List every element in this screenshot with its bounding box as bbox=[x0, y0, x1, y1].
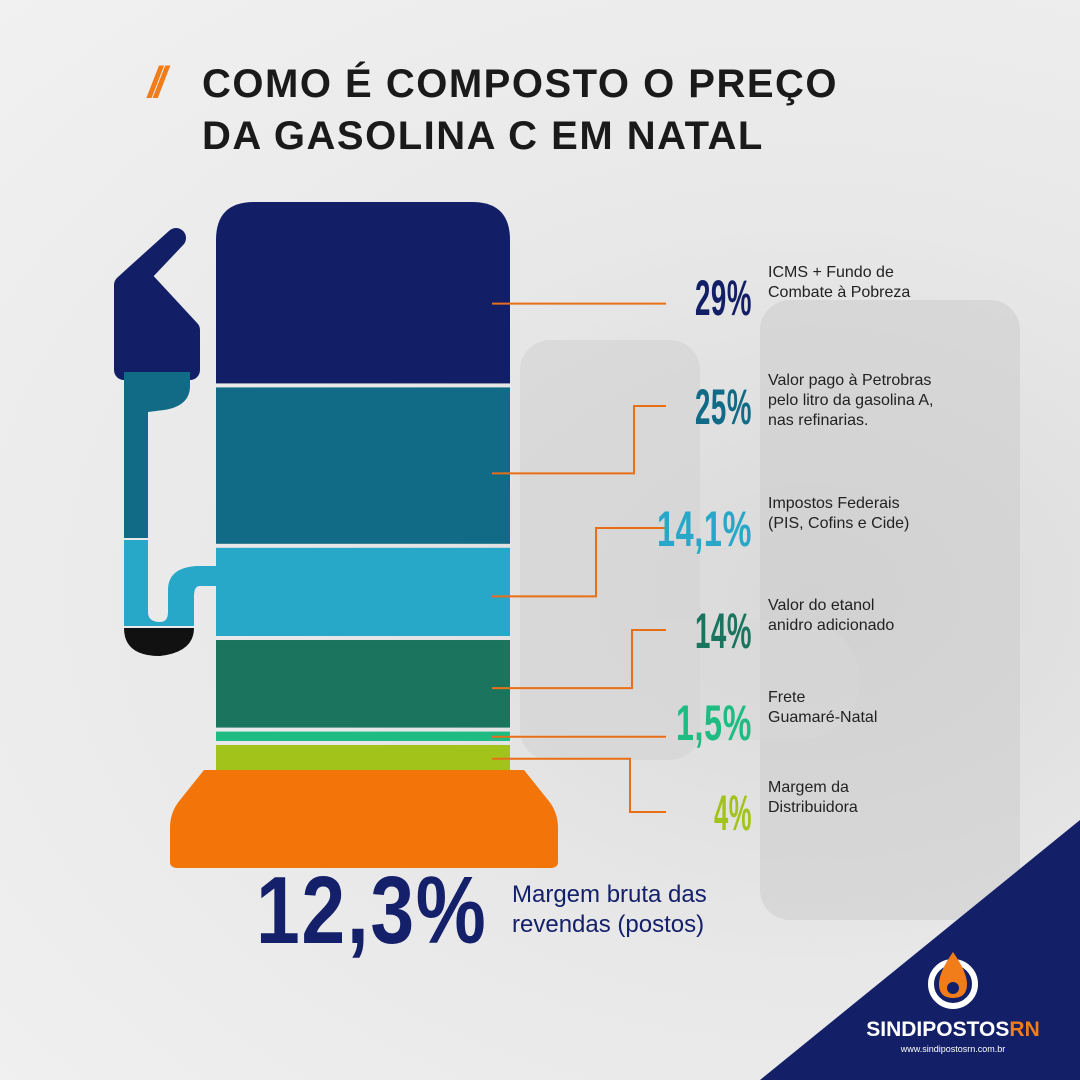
brand-name-suffix: RN bbox=[1009, 1018, 1040, 1041]
segment-bar-base bbox=[170, 770, 558, 868]
segment-description: Frete bbox=[768, 689, 805, 706]
segment-value-label: 25% bbox=[695, 379, 752, 435]
segment-value-label: 14,1% bbox=[657, 501, 752, 557]
brand-url: www.sindipostosrn.com.br bbox=[900, 1044, 1006, 1054]
segment-value-label: 14% bbox=[695, 603, 752, 659]
title-line-1: COMO É COMPOSTO O PREÇO bbox=[202, 62, 839, 106]
segment-value-label: 29% bbox=[695, 270, 752, 326]
connector-line bbox=[492, 527, 666, 598]
margin-label-line-2: revendas (postos) bbox=[512, 911, 705, 938]
segment-bar bbox=[216, 547, 510, 637]
segment-bar bbox=[216, 731, 510, 741]
background-nozzle-shape bbox=[760, 300, 1020, 920]
segment-description: Valor pago à Petrobras bbox=[768, 372, 931, 389]
segment-description: pelo litro da gasolina A, bbox=[768, 392, 933, 409]
title-line-2: DA GASOLINA C EM NATAL bbox=[202, 114, 764, 158]
connector-line bbox=[492, 757, 666, 813]
segment-description: (PIS, Cofins e Cide) bbox=[768, 515, 909, 532]
segment-value-label: 4% bbox=[714, 785, 752, 841]
segment-bar bbox=[216, 202, 510, 384]
segment-description: anidro adicionado bbox=[768, 617, 894, 634]
segment-description: Impostos Federais bbox=[768, 495, 900, 512]
segment-bar bbox=[216, 640, 510, 728]
segment-bar bbox=[216, 387, 510, 544]
connector-line bbox=[492, 629, 666, 690]
flame-drop-icon bbox=[928, 952, 978, 1009]
margin-label-line-1: Margem bruta das bbox=[512, 881, 707, 908]
connector-line bbox=[492, 405, 666, 475]
segment-description: Combate à Pobreza bbox=[768, 284, 910, 301]
segment-description: Valor do etanol bbox=[768, 597, 874, 614]
segment-description: ICMS + Fundo de bbox=[768, 264, 894, 281]
segment-description: Margem da bbox=[768, 779, 849, 796]
segment-labels: 29% ICMS + Fundo de Combate à Pobreza 25% Va… bbox=[657, 264, 933, 841]
margin-label: Margem bruta das revendas (postos) bbox=[512, 880, 707, 940]
connector-lines bbox=[492, 302, 666, 813]
brand-name-main: SINDIPOSTOS bbox=[866, 1018, 1010, 1041]
corner-triangle bbox=[760, 820, 1080, 1080]
margin-value: 12,3% bbox=[256, 857, 488, 964]
brand-name: SINDIPOSTOSRN bbox=[858, 1018, 1048, 1042]
segment-bar bbox=[216, 744, 510, 770]
segment-description: nas refinarias. bbox=[768, 412, 869, 429]
segment-description: Guamaré-Natal bbox=[768, 709, 877, 726]
pump-nozzle-icon bbox=[114, 228, 216, 656]
segment-value-label: 1,5% bbox=[676, 695, 752, 751]
tank bbox=[216, 202, 510, 770]
pump-base bbox=[170, 770, 558, 868]
background-hose-shape bbox=[600, 620, 860, 740]
segment-description: Distribuidora bbox=[768, 799, 858, 816]
